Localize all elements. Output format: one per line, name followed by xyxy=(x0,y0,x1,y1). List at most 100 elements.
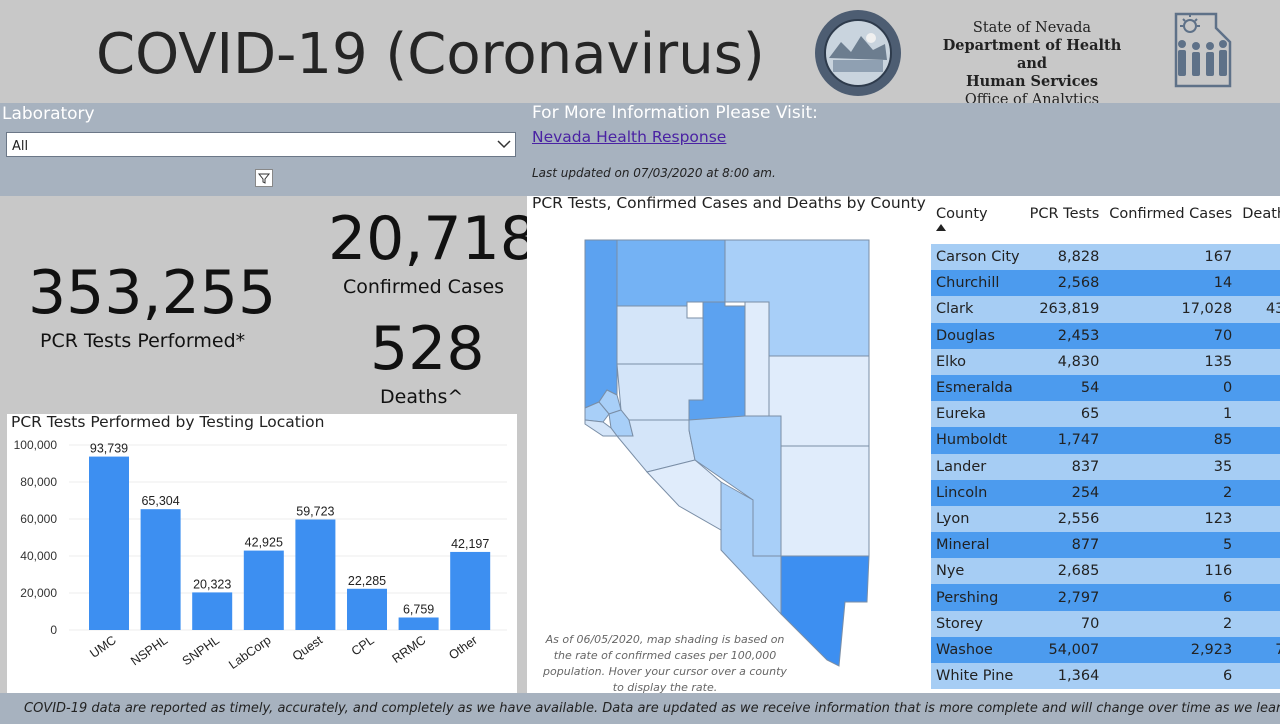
deaths-cell: 2 xyxy=(1237,505,1280,533)
pcr-tests-cell: 2,685 xyxy=(1024,558,1105,585)
column-header-pcr-tests[interactable]: PCR Tests xyxy=(1029,206,1100,222)
bar-umc[interactable] xyxy=(89,456,129,630)
deaths-cell: 0 xyxy=(1237,479,1280,506)
county-shape-lincoln[interactable] xyxy=(780,445,870,557)
bar-value-label: 20,323 xyxy=(193,577,231,591)
laboratory-dropdown[interactable] xyxy=(6,132,516,157)
bar-cpl[interactable] xyxy=(347,588,387,630)
pcr-tests-total: 353,255 xyxy=(28,258,277,328)
footer-disclaimer: COVID-19 data are reported as timely, ac… xyxy=(24,701,1280,716)
bar-value-label: 22,285 xyxy=(348,574,386,588)
bar-chart: 0 20,000 40,000 60,000 80,000 100,000 93,739 UM… xyxy=(14,438,507,672)
x-category-label: LabCorp xyxy=(226,633,273,672)
x-category-label: Quest xyxy=(290,633,326,664)
county-shape-white-pine[interactable] xyxy=(768,355,870,447)
last-updated-text: Last updated on 07/03/2020 at 8:00 am. xyxy=(532,166,776,180)
agency-line: Department of Health and xyxy=(942,37,1122,72)
laboratory-filter-title: Laboratory xyxy=(2,104,95,124)
table-row[interactable]: Esmeralda5400 xyxy=(931,374,1280,402)
x-category-label: UMC xyxy=(87,633,118,661)
county-shape-washoe[interactable] xyxy=(584,239,618,409)
county-cell: White Pine xyxy=(931,663,1025,690)
table-row[interactable]: Mineral87750 xyxy=(931,532,1280,559)
pcr-tests-cell: 1,747 xyxy=(1024,427,1105,454)
confirmed-cases-cell: 2,923 xyxy=(1104,636,1238,663)
confirmed-cases-cell: 17,028 xyxy=(1104,296,1238,323)
county-table: County PCR Tests Confirmed Cases Deaths … xyxy=(931,200,1280,690)
bar-rrmc[interactable] xyxy=(398,617,439,630)
column-header-deaths[interactable]: Deaths xyxy=(1242,206,1280,222)
county-cell: Lyon xyxy=(931,505,1025,533)
pcr-tests-cell: 4,830 xyxy=(1024,348,1105,375)
confirmed-cases-cell: 1 xyxy=(1104,401,1238,428)
column-header-county[interactable]: County xyxy=(931,200,1025,244)
county-shape-eureka[interactable] xyxy=(744,301,770,417)
filter-icon[interactable] xyxy=(255,169,273,187)
table-row[interactable]: Lander837350 xyxy=(931,453,1280,480)
pcr-tests-cell: 54,007 xyxy=(1024,636,1105,663)
deaths-cell: 1 xyxy=(1237,348,1280,375)
y-tick-label: 60,000 xyxy=(20,512,57,526)
sort-ascending-icon[interactable] xyxy=(936,224,946,231)
confirmed-cases-total: 20,718 xyxy=(328,204,538,274)
chevron-down-icon[interactable] xyxy=(496,138,512,150)
table-row[interactable]: Lincoln25420 xyxy=(931,479,1280,506)
bar-value-label: 42,925 xyxy=(245,536,283,550)
confirmed-cases-cell: 6 xyxy=(1104,584,1238,611)
county-cell: Humboldt xyxy=(931,427,1025,454)
nevada-health-response-link[interactable]: Nevada Health Response xyxy=(532,128,727,146)
nevada-county-map[interactable] xyxy=(527,210,927,680)
confirmed-cases-cell: 135 xyxy=(1104,348,1238,375)
page-title: COVID-19 (Coronavirus) xyxy=(96,22,765,87)
bar-snphl[interactable] xyxy=(192,592,233,630)
county-cell: Elko xyxy=(931,348,1025,375)
county-shape-clark[interactable] xyxy=(780,555,870,667)
pcr-tests-cell: 837 xyxy=(1024,453,1105,480)
pcr-tests-label: PCR Tests Performed* xyxy=(40,330,246,352)
info-title: For More Information Please Visit: xyxy=(532,103,818,123)
confirmed-cases-cell: 2 xyxy=(1104,610,1238,637)
deaths-cell: 0 xyxy=(1237,401,1280,428)
deaths-cell: 1 xyxy=(1237,270,1280,297)
deaths-cell: 3 xyxy=(1237,558,1280,585)
kpi-area xyxy=(0,196,527,414)
pcr-tests-cell: 70 xyxy=(1024,610,1105,637)
info-panel xyxy=(527,103,1280,196)
county-cell: Lander xyxy=(931,453,1025,480)
y-tick-label: 40,000 xyxy=(20,549,57,563)
bar-quest[interactable] xyxy=(295,519,336,630)
map-shading-note: As of 06/05/2020, map shading is based o… xyxy=(543,633,787,694)
agency-line: Human Services xyxy=(965,73,1099,90)
table-row[interactable]: Eureka6510 xyxy=(931,401,1280,428)
table-row[interactable]: Storey7020 xyxy=(931,610,1280,637)
deaths-cell: 77 xyxy=(1237,636,1280,663)
column-header-confirmed-cases[interactable]: Confirmed Cases xyxy=(1109,206,1233,222)
dhhs-logo-icon xyxy=(1174,12,1232,88)
county-cell: Storey xyxy=(931,610,1025,637)
bar-nsphl[interactable] xyxy=(140,509,181,630)
bar-other[interactable] xyxy=(450,551,491,630)
x-category-label: RRMC xyxy=(390,633,429,666)
county-cell: Eureka xyxy=(931,401,1025,428)
confirmed-cases-cell: 6 xyxy=(1104,663,1238,690)
bar-labcorp[interactable] xyxy=(243,550,284,630)
county-shape-nye-south[interactable] xyxy=(720,481,782,616)
county-cell: Nye xyxy=(931,558,1025,585)
pcr-tests-cell: 1,364 xyxy=(1024,663,1105,690)
county-shape-carson-city[interactable] xyxy=(584,401,610,423)
agency-block: State of Nevada Department of Health and… xyxy=(930,19,1134,109)
pcr-tests-cell: 2,556 xyxy=(1024,505,1105,533)
county-shape-pershing[interactable] xyxy=(616,305,704,365)
pcr-tests-cell: 263,819 xyxy=(1024,296,1105,323)
